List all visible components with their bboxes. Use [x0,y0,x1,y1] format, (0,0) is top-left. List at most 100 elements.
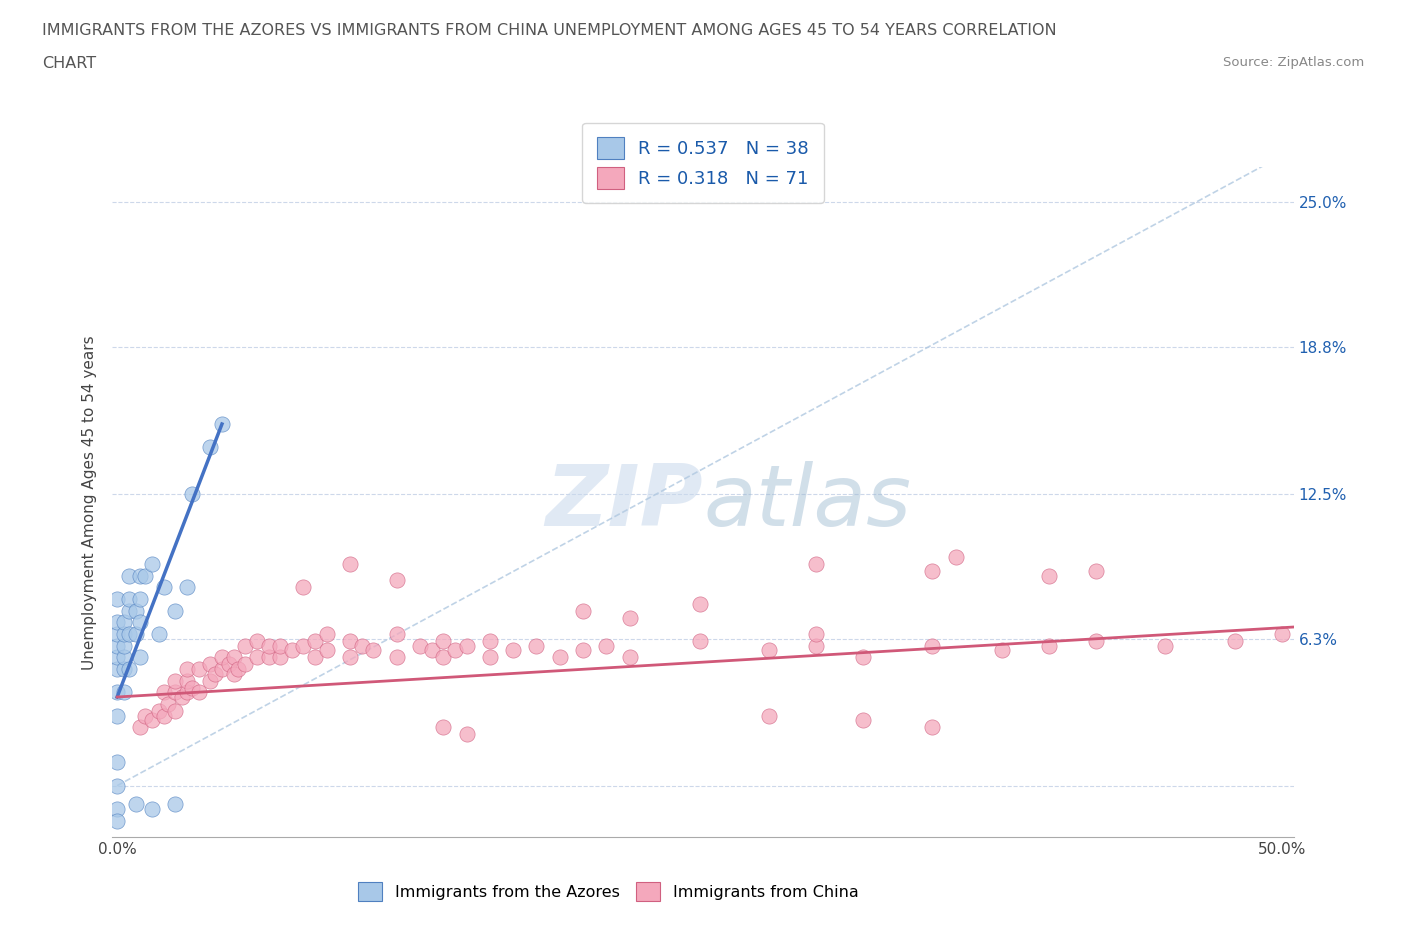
Point [105,591,128,606]
Point [758,709,780,724]
Point [572,604,595,618]
Point [211,417,233,432]
Point [105,650,128,665]
Point [851,713,873,728]
Point [292,638,315,653]
Point [176,661,198,676]
Point [148,627,170,642]
Point [385,627,408,642]
Point [112,615,135,630]
Point [112,661,135,676]
Point [233,657,256,671]
Point [134,568,156,583]
Point [152,684,174,699]
Point [105,615,128,630]
Point [292,580,315,595]
Point [200,440,222,455]
Point [385,650,408,665]
Text: atlas: atlas [703,460,911,544]
Point [1271,627,1294,642]
Point [105,661,128,676]
Point [105,627,128,642]
Point [1225,633,1247,648]
Point [804,638,827,653]
Point [269,650,291,665]
Point [129,591,152,606]
Y-axis label: Unemployment Among Ages 45 to 54 years: Unemployment Among Ages 45 to 54 years [82,335,97,670]
Point [165,684,187,699]
Point [129,615,152,630]
Point [363,643,385,658]
Point [118,627,141,642]
Point [456,727,478,742]
Point [1084,633,1107,648]
Point [222,650,245,665]
Point [112,684,135,699]
Point [339,633,361,648]
Point [921,564,943,578]
Point [619,610,641,625]
Point [257,638,280,653]
Point [432,720,454,735]
Point [129,568,152,583]
Point [129,720,152,735]
Point [105,709,128,724]
Point [851,650,873,665]
Point [176,673,198,688]
Point [141,713,163,728]
Point [176,580,198,595]
Text: ZIP: ZIP [546,460,703,544]
Point [187,661,209,676]
Point [304,650,326,665]
Text: CHART: CHART [42,56,96,71]
Point [526,638,548,653]
Point [1084,564,1107,578]
Point [409,638,432,653]
Point [281,643,304,658]
Point [125,627,148,642]
Point [572,643,595,658]
Point [152,580,174,595]
Point [141,802,163,817]
Point [176,684,198,699]
Point [165,797,187,812]
Point [105,638,128,653]
Point [246,650,269,665]
Point [125,797,148,812]
Point [112,638,135,653]
Point [595,638,617,653]
Point [304,633,326,648]
Point [200,673,222,688]
Point [180,486,202,501]
Point [211,661,233,676]
Point [112,650,135,665]
Point [339,556,361,571]
Point [118,568,141,583]
Point [187,684,209,699]
Point [118,591,141,606]
Point [118,661,141,676]
Point [105,755,128,770]
Point [257,650,280,665]
Point [804,627,827,642]
Point [105,802,128,817]
Point [134,709,156,724]
Point [478,650,501,665]
Point [315,643,337,658]
Text: Source: ZipAtlas.com: Source: ZipAtlas.com [1223,56,1364,69]
Point [432,633,454,648]
Point [315,627,337,642]
Point [420,643,443,658]
Text: IMMIGRANTS FROM THE AZORES VS IMMIGRANTS FROM CHINA UNEMPLOYMENT AMONG AGES 45 T: IMMIGRANTS FROM THE AZORES VS IMMIGRANTS… [42,23,1057,38]
Point [204,666,226,681]
Point [1038,638,1060,653]
Point [689,596,711,611]
Point [945,550,967,565]
Point [112,627,135,642]
Point [148,704,170,719]
Point [118,604,141,618]
Point [991,643,1014,658]
Point [141,556,163,571]
Point [758,643,780,658]
Point [269,638,291,653]
